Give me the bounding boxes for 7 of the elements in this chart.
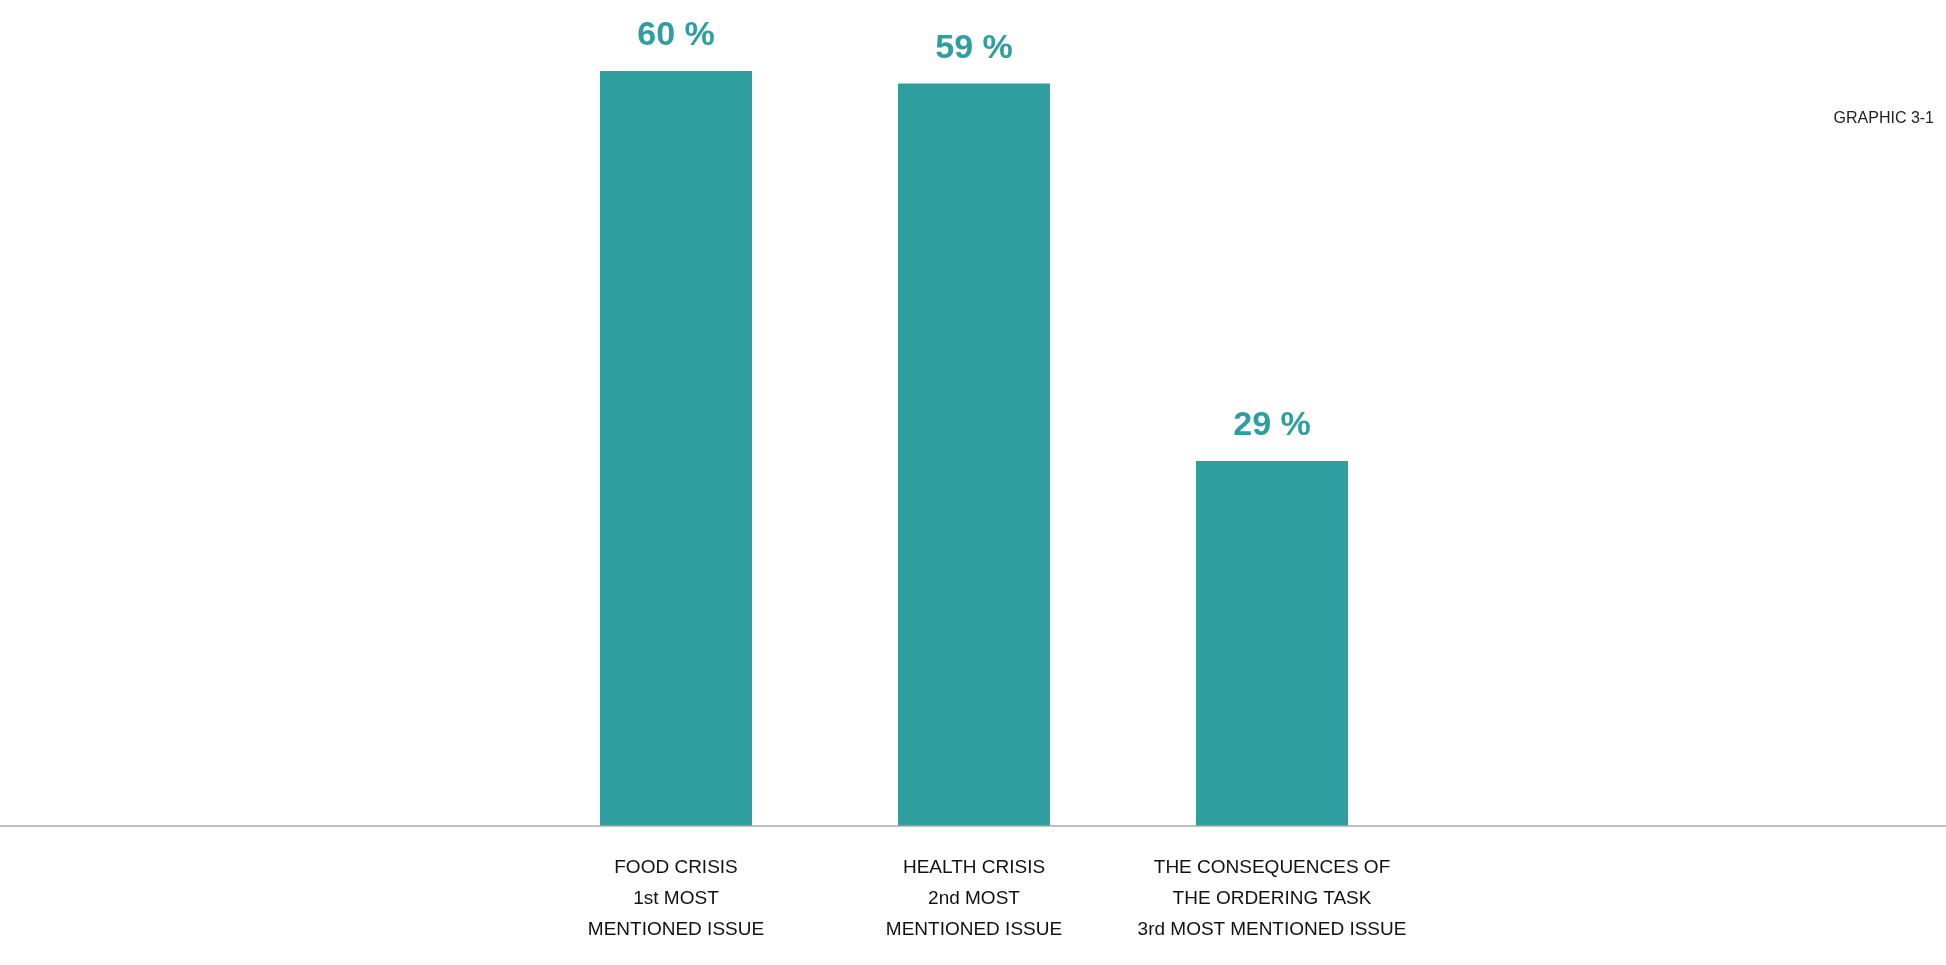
text: GRAPHIC 3-1: [1833, 109, 1935, 126]
x-tick-label: THE CONSEQUENCES OF THE ORDERING TASK 3rd MOST MENTIONED ISSUE: [1137, 856, 1407, 939]
x-tick-label: FOOD CRISIS 1st MOST MENTIONED ISSUE: [587, 856, 765, 939]
data-label: 29 %: [1233, 404, 1311, 443]
data-label: 59 %: [935, 26, 1013, 65]
data-label: 60 %: [637, 13, 715, 52]
x-tick-label: HEALTH CRISIS 2nd MOST MENTIONED ISSUE: [885, 856, 1063, 939]
